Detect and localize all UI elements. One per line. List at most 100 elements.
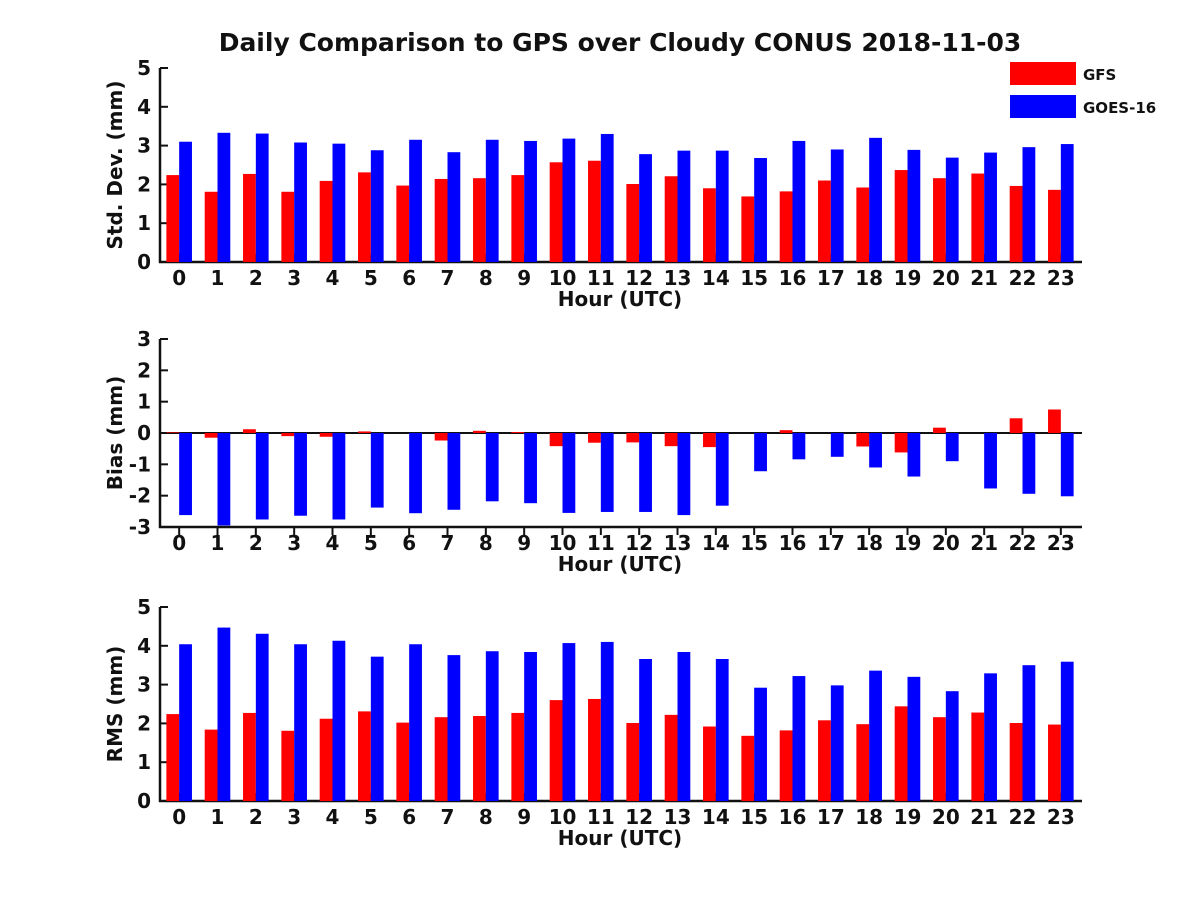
- x-tick-label: 13: [664, 531, 692, 555]
- legend-label-gfs: GFS: [1083, 66, 1116, 84]
- bar-goes16-hour-23: [1060, 433, 1074, 497]
- bar-goes16-hour-11: [600, 641, 614, 801]
- bar-goes16-hour-7: [447, 152, 461, 262]
- bar-goes16-hour-21: [984, 433, 997, 489]
- x-tick-label: 15: [740, 805, 768, 829]
- x-axis-title: Hour (UTC): [558, 287, 682, 311]
- bar-gfs-hour-12: [626, 723, 640, 801]
- bar-goes16-hour-21: [984, 673, 997, 801]
- x-tick-label: 14: [702, 805, 730, 829]
- x-tick-label: 6: [402, 266, 416, 290]
- x-tick-label: 12: [625, 805, 653, 829]
- bar-gfs-hour-18: [856, 433, 870, 447]
- y-tick-label: 3: [137, 134, 151, 158]
- x-tick-label: 13: [664, 805, 692, 829]
- bar-gfs-hour-6: [396, 185, 410, 262]
- bar-gfs-hour-11: [588, 698, 601, 801]
- x-tick-label: 5: [364, 531, 378, 555]
- bar-gfs-hour-2: [243, 173, 256, 262]
- x-tick-label: 18: [855, 266, 883, 290]
- x-tick-label: 16: [779, 266, 807, 290]
- bar-gfs-hour-15: [741, 196, 755, 262]
- bar-gfs-hour-10: [549, 162, 563, 262]
- bar-gfs-hour-13: [664, 176, 678, 262]
- bar-gfs-hour-3: [281, 730, 295, 801]
- y-tick-label: 1: [137, 211, 151, 235]
- bar-goes16-hour-10: [562, 138, 576, 262]
- y-tick-label: 5: [137, 595, 151, 619]
- bar-gfs-hour-6: [396, 722, 410, 801]
- x-tick-label: 10: [549, 531, 577, 555]
- bar-goes16-hour-13: [677, 652, 691, 801]
- bar-goes16-hour-14: [715, 658, 729, 801]
- bar-goes16-hour-8: [485, 433, 499, 502]
- x-tick-label: 11: [587, 805, 615, 829]
- x-tick-label: 23: [1047, 266, 1075, 290]
- x-tick-label: 3: [287, 266, 301, 290]
- bar-goes16-hour-10: [562, 433, 576, 513]
- bar-gfs-hour-5: [358, 172, 371, 262]
- bar-goes16-hour-4: [332, 433, 346, 520]
- bar-gfs-hour-1: [204, 433, 218, 438]
- x-tick-label: 5: [364, 805, 378, 829]
- x-tick-label: 9: [517, 266, 531, 290]
- bar-goes16-hour-18: [869, 670, 882, 801]
- bar-goes16-hour-12: [639, 433, 652, 512]
- bar-goes16-hour-1: [217, 132, 231, 262]
- bar-gfs-hour-17: [818, 720, 831, 801]
- bar-goes16-hour-6: [409, 433, 422, 514]
- y-axis-title: Std. Dev. (mm): [103, 81, 127, 250]
- bar-gfs-hour-7: [434, 178, 448, 262]
- bar-gfs-hour-23: [1048, 189, 1061, 262]
- x-tick-label: 21: [970, 266, 998, 290]
- bar-goes16-hour-14: [715, 433, 729, 506]
- x-tick-label: 2: [249, 531, 263, 555]
- bar-gfs-hour-16: [779, 430, 793, 433]
- bar-gfs-hour-4: [319, 718, 333, 801]
- bar-gfs-hour-21: [971, 173, 985, 262]
- x-tick-label: 1: [211, 531, 225, 555]
- bar-goes16-hour-5: [370, 150, 384, 262]
- bar-gfs-hour-8: [473, 430, 486, 433]
- x-tick-label: 17: [817, 531, 845, 555]
- bar-gfs-hour-8: [473, 716, 486, 801]
- bar-gfs-hour-17: [818, 180, 831, 262]
- bar-gfs-hour-13: [664, 433, 678, 447]
- x-tick-label: 13: [664, 266, 692, 290]
- x-tick-label: 19: [894, 531, 922, 555]
- bar-goes16-hour-7: [447, 433, 461, 510]
- bar-gfs-hour-7: [434, 717, 448, 801]
- bar-gfs-hour-11: [588, 433, 601, 443]
- bar-goes16-hour-3: [294, 433, 307, 516]
- bar-goes16-hour-2: [255, 633, 269, 801]
- bar-goes16-hour-23: [1060, 144, 1074, 262]
- bar-goes16-hour-16: [792, 140, 806, 262]
- bar-goes16-hour-4: [332, 143, 346, 262]
- bar-gfs-hour-10: [549, 433, 563, 447]
- bar-goes16-hour-21: [984, 152, 997, 262]
- x-tick-label: 21: [970, 531, 998, 555]
- bar-gfs-hour-16: [779, 191, 793, 262]
- bar-gfs-hour-7: [434, 433, 448, 441]
- bar-goes16-hour-0: [179, 433, 192, 516]
- bar-gfs-hour-9: [511, 175, 525, 262]
- bar-goes16-hour-13: [677, 150, 691, 262]
- x-tick-label: 8: [479, 805, 493, 829]
- bar-goes16-hour-11: [600, 433, 614, 512]
- x-tick-label: 3: [287, 805, 301, 829]
- y-tick-label: 1: [137, 750, 151, 774]
- bar-gfs-hour-22: [1009, 418, 1023, 433]
- x-tick-label: 12: [625, 531, 653, 555]
- x-tick-label: 6: [402, 531, 416, 555]
- x-tick-label: 1: [211, 266, 225, 290]
- bar-gfs-hour-10: [549, 700, 563, 801]
- bar-gfs-hour-0: [166, 714, 180, 801]
- bar-goes16-hour-11: [600, 133, 614, 262]
- legend-swatch-goes16: [1010, 95, 1076, 118]
- bar-gfs-hour-19: [894, 170, 908, 262]
